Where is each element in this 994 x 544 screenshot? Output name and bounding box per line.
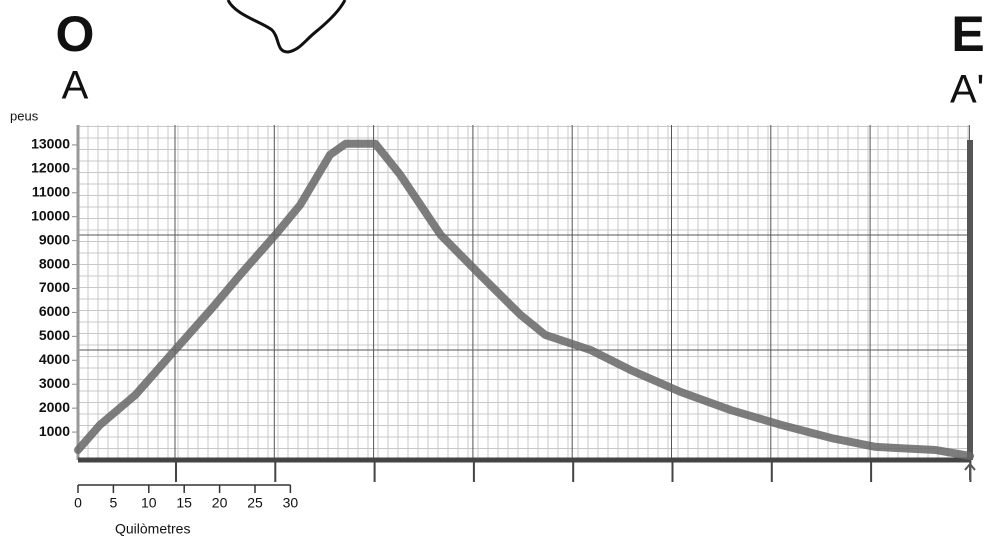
- east-letter: E: [951, 6, 984, 62]
- scale-tick-label: 30: [283, 495, 299, 511]
- y-tick-label: 12000: [31, 160, 70, 176]
- scale-tick-label: 25: [247, 495, 263, 511]
- y-tick-label: 5000: [39, 327, 70, 343]
- map-outline: [228, 0, 345, 52]
- y-tick-label: 4000: [39, 351, 70, 367]
- scale-label: Quilòmetres: [115, 521, 190, 537]
- grid: [78, 125, 970, 460]
- y-tick-label: 3000: [39, 375, 70, 391]
- west-letter: O: [56, 6, 95, 62]
- profile-line: [78, 144, 970, 456]
- y-tick-label: 11000: [32, 183, 70, 199]
- start-letter: A: [62, 64, 89, 108]
- y-axis-label: peus: [10, 108, 39, 123]
- scale-tick-label: 5: [109, 495, 117, 511]
- page: {"chart_data": {"type": "line", "letters…: [0, 0, 994, 544]
- y-tick-label: 1000: [39, 423, 70, 439]
- y-tick-label: 6000: [39, 303, 70, 319]
- scale-tick-label: 0: [74, 495, 82, 511]
- scale-tick-label: 15: [176, 495, 192, 511]
- scale-tick-label: 10: [141, 495, 157, 511]
- y-tick-label: 2000: [39, 399, 70, 415]
- scale-tick-label: 20: [212, 495, 228, 511]
- y-tick-label: 8000: [39, 255, 70, 271]
- y-tick-label: 10000: [31, 207, 70, 223]
- end-arrow: [965, 464, 975, 480]
- y-tick-label: 9000: [39, 231, 70, 247]
- y-tick-label: 7000: [39, 279, 70, 295]
- chart: O A E A' peus 1000 2000 3000 4000 5000 6000 70…: [0, 0, 994, 544]
- y-tick-label: 13000: [31, 136, 70, 152]
- end-letter: A': [950, 68, 984, 112]
